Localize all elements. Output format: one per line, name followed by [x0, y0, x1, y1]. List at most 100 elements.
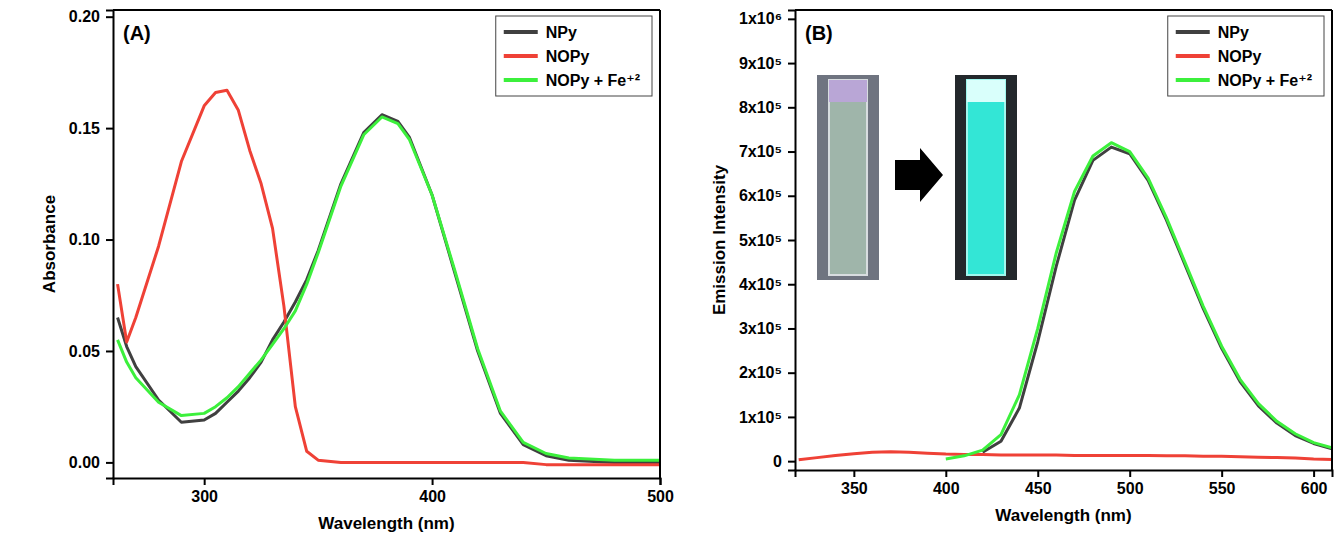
- legend-box: [1168, 16, 1324, 96]
- y-tick-label: 5x10⁵: [739, 232, 782, 249]
- y-tick-mark: [788, 461, 795, 463]
- y-tick: 8x10⁵: [739, 99, 795, 116]
- series-line: [118, 90, 660, 464]
- y-tick-mark: [788, 151, 795, 153]
- panel-letter: (B): [805, 22, 833, 44]
- inset-photos: [817, 75, 1017, 280]
- frame: [795, 9, 1332, 11]
- y-tick: 0.00: [69, 454, 113, 471]
- x-axis-line: [796, 471, 1333, 478]
- y-tick: 1x10⁵: [739, 409, 795, 426]
- legend: NPy NOPy NOPy + Fe⁺²: [496, 16, 652, 96]
- y-tick: 0.20: [69, 8, 113, 25]
- y-tick: 2x10⁵: [739, 364, 795, 381]
- y-tick-label: 0.00: [69, 454, 100, 471]
- vial-cap: [829, 80, 867, 102]
- y-tick: 7x10⁵: [739, 143, 795, 160]
- photo-before: [817, 75, 879, 280]
- y-tick-mark: [106, 128, 113, 130]
- x-axis-title: Wavelength (nm): [995, 506, 1131, 525]
- series-line: [799, 452, 1332, 460]
- y-axis: 0 1x10⁵ 2x10⁵ 3x10⁵ 4x10⁵ 5x10⁵ 6x10⁵ 7x10⁵ 8x10…: [739, 10, 796, 470]
- frame: [1331, 10, 1333, 470]
- panel: 350 400 450 500 550 600 0 1x10⁵ 2x10⁵ 3x10⁵ 4x10⁵ 5…: [710, 10, 1333, 525]
- y-tick-mark: [106, 462, 113, 464]
- y-axis: 0.00 0.05 0.10 0.15 0.20: [69, 8, 114, 478]
- y-tick-mark: [106, 239, 113, 241]
- legend-label: NOPy: [546, 48, 590, 65]
- y-axis-title: Absorbance: [40, 195, 59, 293]
- x-tick: 400: [933, 470, 960, 497]
- x-tick: 500: [647, 478, 674, 505]
- x-tick-label: 400: [933, 480, 960, 497]
- x-tick-mark: [660, 478, 662, 485]
- legend-swatch: [1176, 30, 1210, 34]
- y-tick: 6x10⁵: [739, 187, 795, 204]
- photo-after: [955, 75, 1017, 280]
- vial-cap: [967, 80, 1005, 102]
- x-tick-mark: [1037, 470, 1039, 477]
- x-tick: 400: [419, 478, 446, 505]
- y-tick-label: 6x10⁵: [739, 187, 782, 204]
- y-tick-label: 0.15: [69, 120, 100, 137]
- x-tick-mark: [432, 478, 434, 485]
- legend: NPyNOPyNOPy + Fe⁺²: [1168, 16, 1324, 96]
- y-tick-mark: [788, 18, 795, 20]
- series-line: [118, 115, 660, 463]
- y-tick: 0.05: [69, 343, 113, 360]
- panel: 300 400 500 0.00 0.05 0.10 0.15 0.20 Wavelength …: [40, 8, 674, 533]
- x-tick: 350: [841, 470, 868, 497]
- legend-label: NPy: [1218, 24, 1249, 41]
- x-axis-title: Wavelength (nm): [318, 514, 454, 533]
- x-tick-label: 450: [1025, 480, 1052, 497]
- plot-area: [118, 90, 660, 464]
- y-tick-label: 9x10⁵: [739, 55, 782, 72]
- x-tick: 300: [191, 478, 218, 505]
- y-tick-mark: [788, 195, 795, 197]
- y-tick-mark: [788, 107, 795, 109]
- series-line: [983, 147, 1332, 452]
- y-tick-label: 3x10⁵: [739, 320, 782, 337]
- y-tick-label: 0.10: [69, 231, 100, 248]
- x-tick-mark: [853, 470, 855, 477]
- x-tick-label: 500: [1117, 480, 1144, 497]
- x-axis: 300 400 500: [114, 478, 674, 505]
- y-axis-line: [788, 11, 796, 471]
- y-tick: 1x10⁶: [739, 10, 795, 27]
- x-tick-mark: [1129, 470, 1131, 477]
- y-axis-title: Emission Intensity: [710, 164, 729, 315]
- y-axis-line: [106, 11, 114, 479]
- legend-box: [496, 16, 652, 96]
- y-tick-mark: [788, 63, 795, 65]
- y-tick: 9x10⁵: [739, 55, 795, 72]
- plot-area: [799, 143, 1332, 460]
- y-tick: 4x10⁵: [739, 276, 795, 293]
- x-tick-label: 550: [1209, 480, 1236, 497]
- x-tick-label: 300: [191, 488, 218, 505]
- x-tick-label: 350: [841, 480, 868, 497]
- y-tick: 3x10⁵: [739, 320, 795, 337]
- y-tick: 0: [773, 453, 795, 470]
- legend-swatch: [504, 78, 538, 82]
- vial-before: [829, 80, 867, 275]
- y-tick-label: 1x10⁶: [739, 10, 782, 27]
- panel-letter: (A): [123, 22, 151, 44]
- y-tick-mark: [106, 350, 113, 352]
- x-tick-mark: [1221, 470, 1223, 477]
- legend-swatch: [504, 30, 538, 34]
- y-tick: 5x10⁵: [739, 232, 795, 249]
- frame: [659, 10, 661, 478]
- legend-label: NOPy + Fe⁺²: [546, 72, 640, 89]
- x-tick-label: 600: [1301, 480, 1328, 497]
- x-tick-label: 500: [647, 488, 674, 505]
- x-axis-line: [114, 479, 661, 486]
- y-tick-mark: [788, 284, 795, 286]
- vial-after: [967, 80, 1005, 275]
- legend-swatch: [1176, 54, 1210, 58]
- y-tick-mark: [106, 16, 113, 18]
- legend-label: NPy: [546, 24, 577, 41]
- legend-swatch: [504, 54, 538, 58]
- y-tick-label: 0.05: [69, 343, 100, 360]
- x-tick: 550: [1209, 470, 1236, 497]
- legend-swatch: [1176, 78, 1210, 82]
